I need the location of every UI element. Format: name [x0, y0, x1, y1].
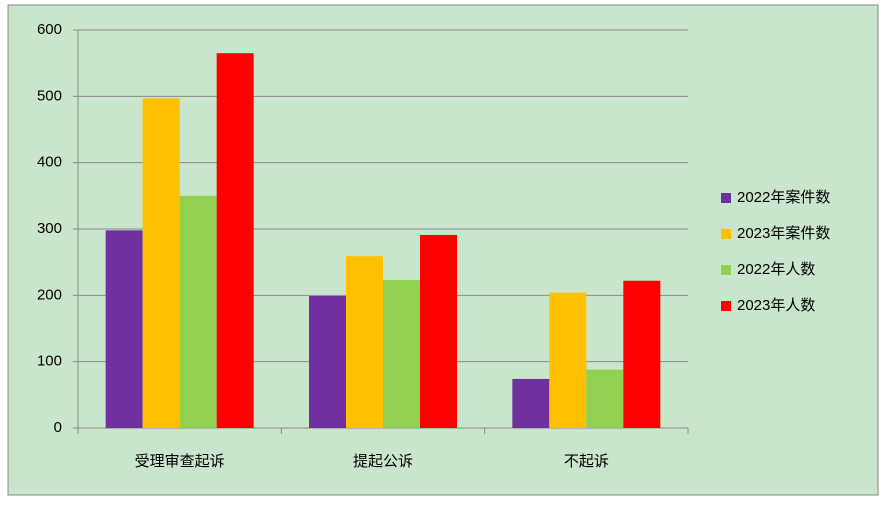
legend-swatch [721, 265, 731, 275]
bar [179, 195, 217, 428]
x-tick-label: 提起公诉 [353, 453, 413, 470]
y-tick-label: 300 [37, 220, 62, 237]
y-tick-label: 100 [37, 353, 62, 370]
legend-label: 2023年人数 [737, 297, 815, 314]
bar [346, 256, 383, 428]
y-tick-label: 0 [54, 419, 62, 436]
bar [586, 369, 624, 428]
bar [309, 295, 346, 428]
legend-label: 2022年案件数 [737, 188, 830, 206]
y-tick-label: 500 [37, 87, 62, 104]
bar [142, 98, 180, 428]
x-tick-label: 不起诉 [564, 453, 609, 470]
bar [383, 280, 420, 428]
bar [105, 230, 143, 428]
bar [216, 53, 254, 428]
bar [549, 292, 587, 428]
legend-label: 2022年人数 [737, 261, 815, 278]
y-tick-label: 600 [37, 21, 62, 38]
legend-swatch [721, 229, 731, 239]
x-tick-label: 受理审查起诉 [135, 453, 225, 470]
y-tick-label: 400 [37, 154, 62, 171]
legend-label: 2023年案件数 [737, 224, 830, 242]
bar [623, 280, 661, 428]
bar [420, 234, 457, 428]
legend-swatch [721, 193, 731, 203]
y-tick-label: 200 [37, 286, 62, 303]
bar [512, 378, 550, 428]
legend-swatch [721, 301, 731, 311]
